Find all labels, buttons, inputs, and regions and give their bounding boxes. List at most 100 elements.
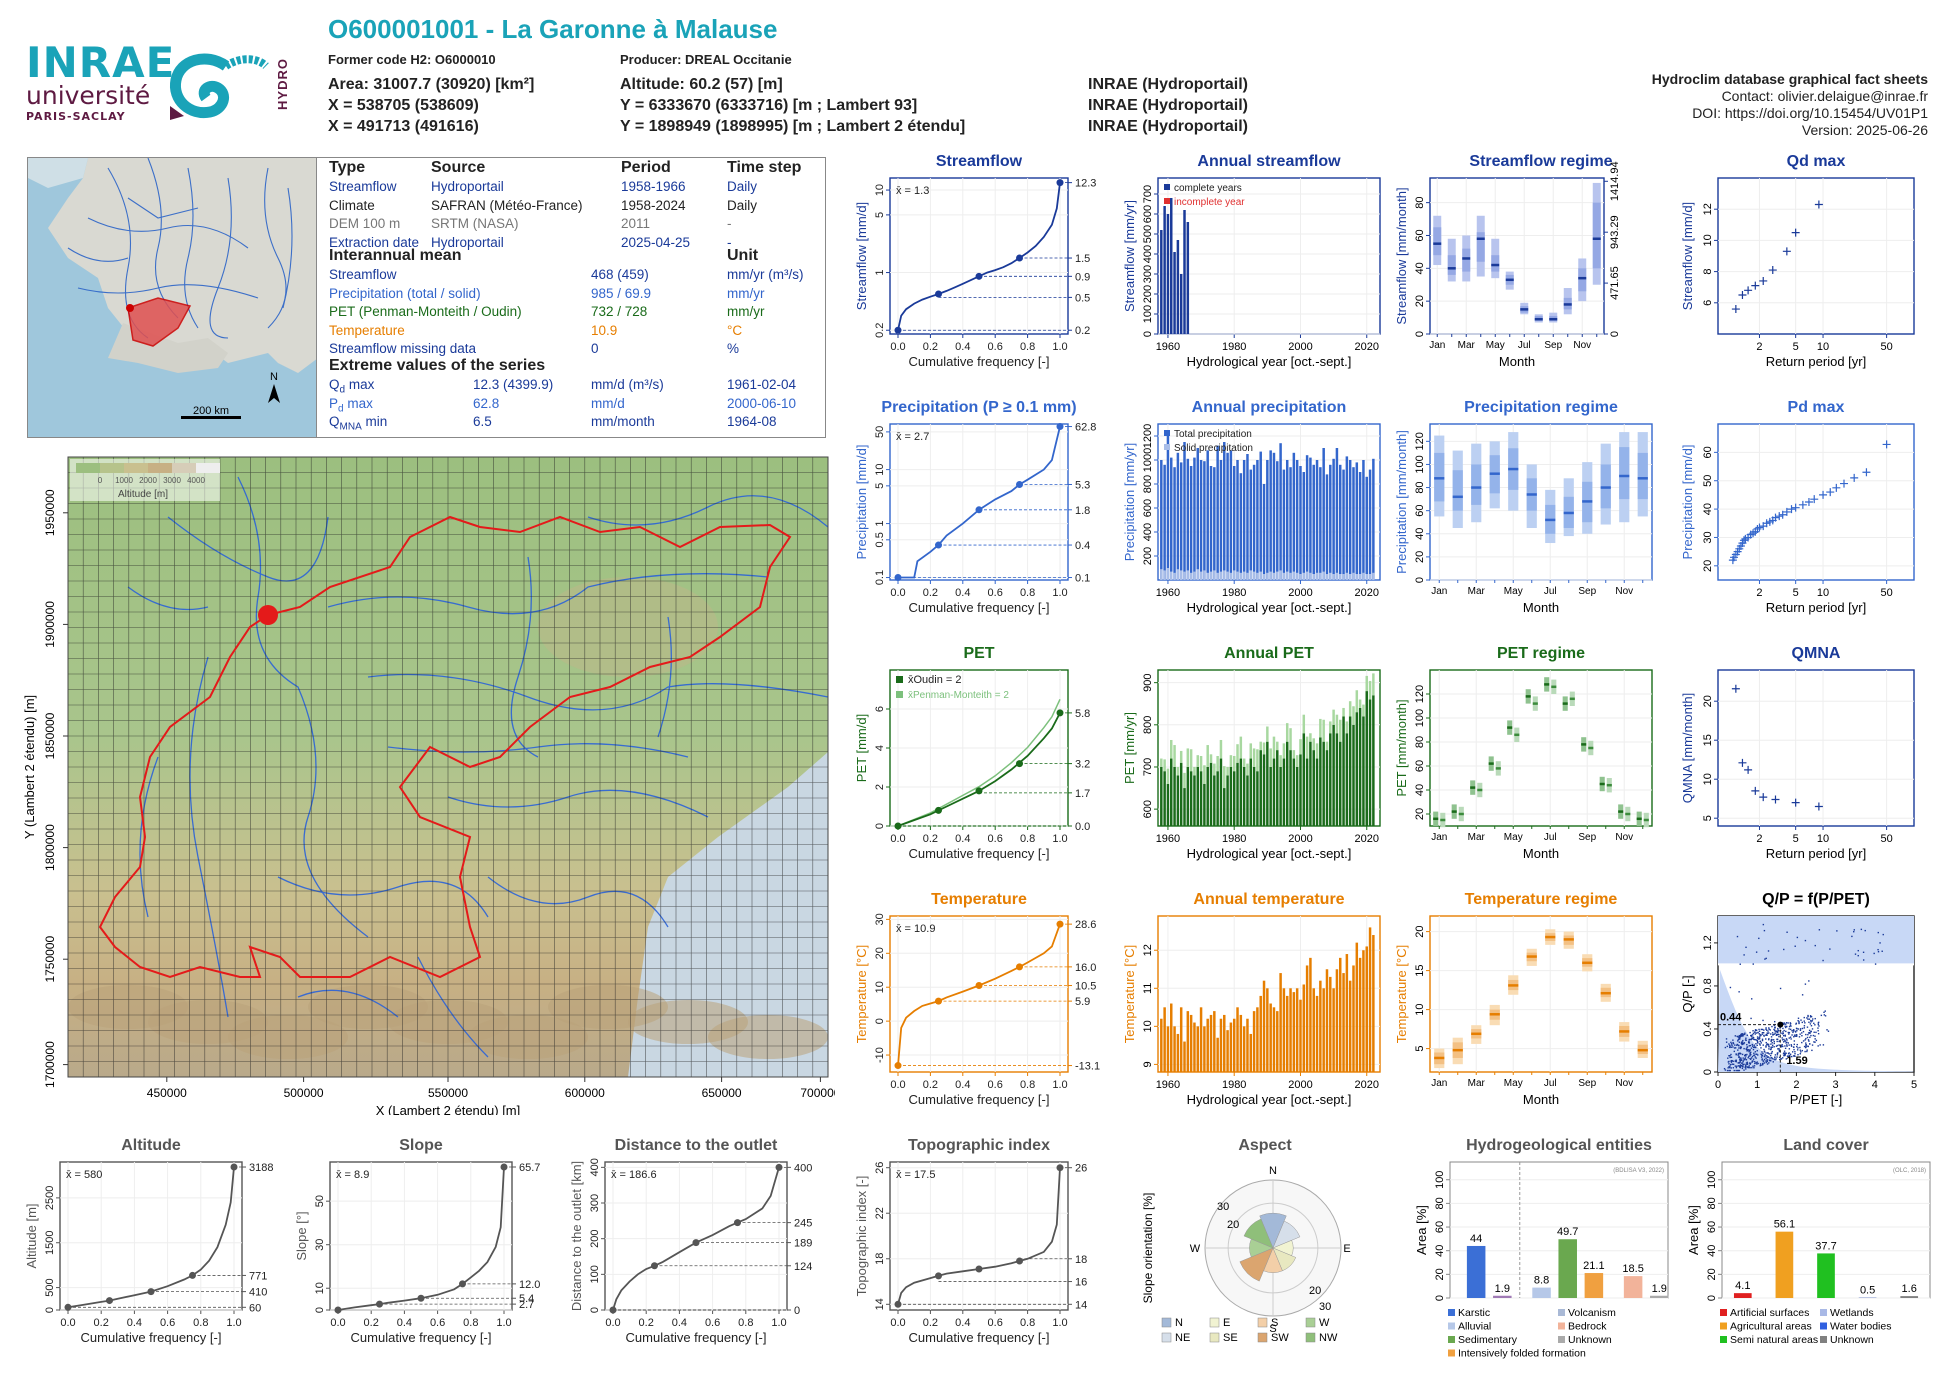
month-label: Mar [1458,340,1476,351]
quantile-point [189,1271,196,1279]
bar-secondary [1249,743,1253,759]
bar [1345,733,1349,826]
scatter-dot [1799,1046,1801,1049]
quantile-point [1056,920,1064,928]
info-period: 2025-04-25 [621,234,691,250]
scatter-dot [1877,948,1879,951]
extreme-unit: mm/d [591,395,625,411]
scatter-dot [1736,1035,1738,1038]
scatter-dot [1805,1044,1807,1046]
month-label: Jul [1544,586,1557,597]
chart-budyko: Q/P = f(P/PET)0.441.590 1 2 3 4 500.40.81.2P/… [1680,891,1917,1107]
bar [1189,466,1193,580]
data-point [1810,495,1819,504]
bar-secondary [1226,766,1229,776]
scatter-dot [1864,929,1866,932]
plot-frame [1157,177,1381,335]
ylabel: Precipitation [mm/d] [854,445,869,560]
bar [1262,484,1266,580]
ytick-label: 120 [1414,685,1426,703]
bar [1176,1033,1180,1072]
scatter-dot [1794,1055,1796,1057]
legend-swatch [1558,1322,1565,1330]
ylabel: Area [%] [1414,1205,1429,1255]
ytick-label: 4 [874,745,886,751]
scatter-dot [1738,1061,1740,1064]
scatter-dot [1808,1029,1811,1032]
scatter-dot [1772,1061,1774,1063]
scatter-dot [1766,1032,1768,1034]
doi[interactable]: DOI: https://doi.org/10.15454/UV01P1 [1692,105,1928,121]
scatter-dot [1729,986,1732,989]
scatter-dot [1776,1040,1778,1043]
bar-label: 37.7 [1815,1240,1836,1252]
scatter-dot [1753,1054,1755,1057]
bar [1733,1293,1752,1298]
scatter-dot [1805,1033,1807,1036]
plot-frame [1429,423,1653,581]
legend-label: SW [1271,1332,1289,1344]
scatter-dot [1851,935,1853,938]
scatter-dot [1774,1020,1776,1023]
legend-label: Unknown [1830,1334,1874,1346]
data-point [1768,266,1777,275]
bar-solid [1292,571,1296,580]
bar [1166,1026,1170,1072]
bar [1203,1026,1206,1072]
ring-label: 20 [1227,1219,1239,1231]
scatter-dot [1784,1039,1786,1042]
ytick-label: 20 [1434,1268,1446,1280]
data-point [1778,510,1787,519]
bar [1170,758,1173,826]
scatter-dot [1773,1029,1776,1031]
bar [1163,1007,1166,1072]
bar [1532,1287,1551,1298]
scatter-dot [1877,931,1879,934]
xtick-label: 2000 [1288,341,1312,353]
scatter-dot [1730,1067,1732,1069]
scatter-dot [1814,1024,1816,1026]
mean-label: x̄ = 8.9 [336,1169,369,1181]
scatter-dot [1760,1028,1763,1031]
bar [1322,448,1325,580]
map-xtick-label: 600000 [565,1086,605,1100]
scatter-dot [1801,1027,1804,1030]
bar [1226,1030,1229,1072]
bar [1365,946,1368,1072]
xtick-label: 3 [1833,1079,1839,1091]
scatter-dot [1799,1033,1801,1035]
ytick-label: 600 [1142,205,1154,223]
bar-secondary [1170,739,1173,759]
data-point [1819,490,1828,499]
bar [1173,467,1176,580]
right-tick-label: 0 [794,1305,800,1317]
scatter-dot [1796,1043,1798,1046]
ytick-label: 60 [1434,1221,1446,1233]
bar-solid [1239,572,1243,580]
ytick-label: 600 [1142,499,1154,517]
scatter-dot [1752,1030,1754,1032]
scatter-dot [1744,1066,1746,1069]
scatter-dot [1806,1049,1808,1051]
regime-q25-q75 [1447,255,1456,275]
scatter-dot [1792,1031,1794,1034]
scatter-dot [1767,1030,1769,1032]
scatter-dot [1814,1041,1816,1043]
map-ylabel: Y (Lambert 2 étendu) [m] [22,695,37,839]
scatter-dot [1743,1069,1745,1071]
legend-swatch [1820,1336,1827,1343]
bar [1355,942,1359,1072]
grid-lines [67,456,828,1078]
rivers [127,476,829,1058]
scatter-dot [1763,1058,1766,1061]
ytick-label: 100 [1414,709,1426,727]
scatter-dot [1780,1046,1782,1048]
bar [1372,695,1375,826]
contact[interactable]: Contact: olivier.delaigue@inrae.fr [1721,88,1928,104]
xlabel: P/PET [-] [1790,1092,1843,1107]
ytick-label: 0.5 [874,532,886,547]
bar [1309,957,1312,1072]
